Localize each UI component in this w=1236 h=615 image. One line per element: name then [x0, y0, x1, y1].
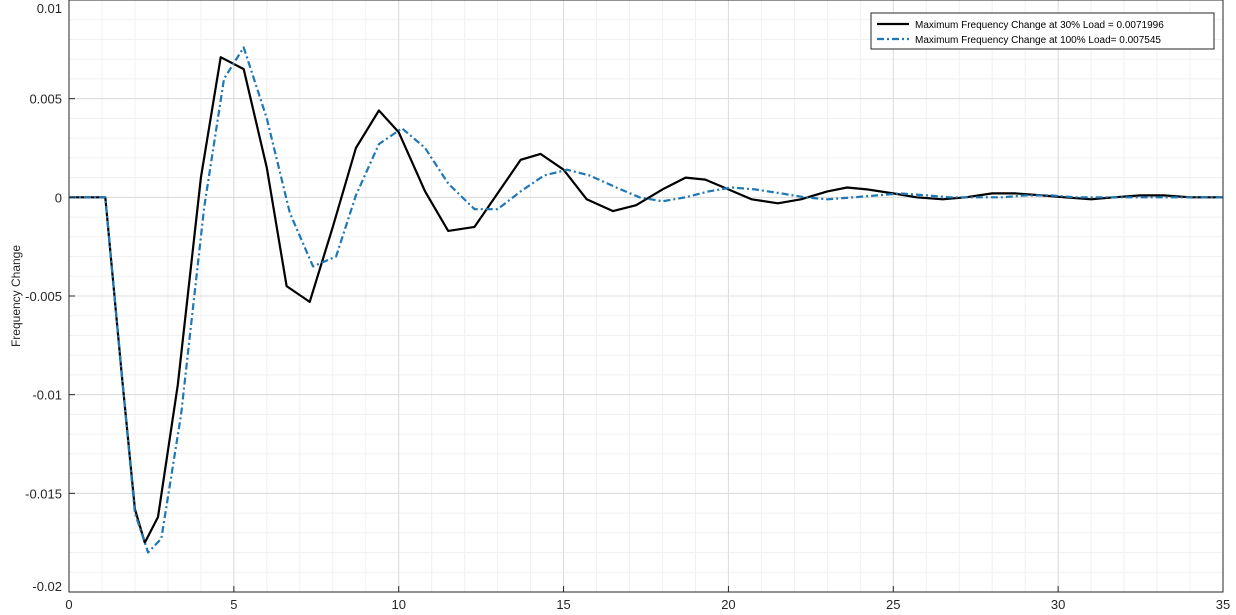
y-axis-label: Frequency Change: [9, 245, 23, 347]
y-tick-label: -0.005: [25, 289, 62, 304]
legend: Maximum Frequency Change at 30% Load = 0…: [870, 12, 1215, 50]
legend-entry-2: Maximum Frequency Change at 100% Load= 0…: [915, 35, 1161, 46]
x-tick-label: 5: [230, 597, 237, 612]
legend-box: [870, 12, 1215, 50]
x-tick-label: 15: [556, 597, 570, 612]
x-tick-label: 20: [721, 597, 735, 612]
x-tick-label: 25: [886, 597, 900, 612]
y-axis: -0.02 -0.015 -0.01 -0.005 0 0.005 0.01: [25, 0, 75, 594]
x-tick-label: 35: [1216, 597, 1230, 612]
x-tick-label: 0: [65, 597, 72, 612]
y-tick-label: -0.02: [32, 579, 62, 594]
series-layer: [69, 46, 1223, 554]
x-tick-label: 30: [1051, 597, 1065, 612]
y-tick-label: -0.015: [25, 486, 62, 501]
y-tick-label: -0.01: [32, 388, 62, 403]
y-tick-label: 0.01: [37, 1, 62, 16]
series-line-1: [69, 56, 1223, 544]
y-tick-label: 0.005: [29, 92, 62, 107]
y-tick-label: 0: [55, 190, 62, 205]
legend-entry-1: Maximum Frequency Change at 30% Load = 0…: [915, 20, 1164, 31]
series-line-2: [69, 46, 1223, 554]
x-axis: 0 5 10 15 20 25 30 35: [65, 586, 1230, 612]
x-tick-label: 10: [391, 597, 405, 612]
